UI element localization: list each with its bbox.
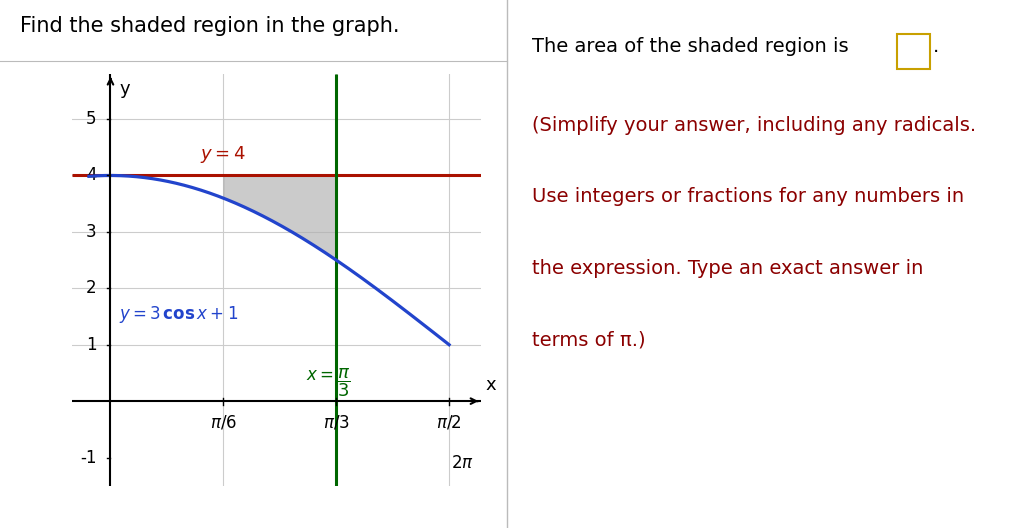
FancyBboxPatch shape bbox=[897, 34, 930, 69]
Text: $x = $: $x = $ bbox=[306, 366, 334, 384]
Text: $y = 3\,\mathbf{cos}\,x + 1$: $y = 3\,\mathbf{cos}\,x + 1$ bbox=[119, 304, 239, 325]
Text: 1: 1 bbox=[86, 336, 96, 354]
Text: $\pi/6$: $\pi/6$ bbox=[210, 413, 237, 431]
Text: .: . bbox=[933, 37, 939, 56]
Text: 3: 3 bbox=[86, 223, 96, 241]
Text: (Simplify your answer, including any radicals.: (Simplify your answer, including any rad… bbox=[532, 116, 977, 135]
Text: 4: 4 bbox=[86, 166, 96, 184]
Text: $\pi/2$: $\pi/2$ bbox=[436, 413, 462, 431]
Text: x: x bbox=[485, 376, 497, 394]
Text: Use integers or fractions for any numbers in: Use integers or fractions for any number… bbox=[532, 187, 965, 206]
Text: 5: 5 bbox=[86, 110, 96, 128]
Text: $y = 4$: $y = 4$ bbox=[200, 144, 246, 165]
Text: The area of the shaded region is: The area of the shaded region is bbox=[532, 37, 849, 56]
Text: $2\pi$: $2\pi$ bbox=[452, 454, 474, 472]
Text: Find the shaded region in the graph.: Find the shaded region in the graph. bbox=[20, 16, 400, 36]
Text: 2: 2 bbox=[86, 279, 96, 297]
Text: terms of π.): terms of π.) bbox=[532, 330, 646, 349]
Text: -1: -1 bbox=[80, 449, 96, 467]
Text: y: y bbox=[119, 80, 130, 98]
Text: $\dfrac{\pi}{3}$: $\dfrac{\pi}{3}$ bbox=[337, 366, 351, 399]
Text: $\pi/3$: $\pi/3$ bbox=[323, 413, 349, 431]
Text: the expression. Type an exact answer in: the expression. Type an exact answer in bbox=[532, 259, 924, 278]
